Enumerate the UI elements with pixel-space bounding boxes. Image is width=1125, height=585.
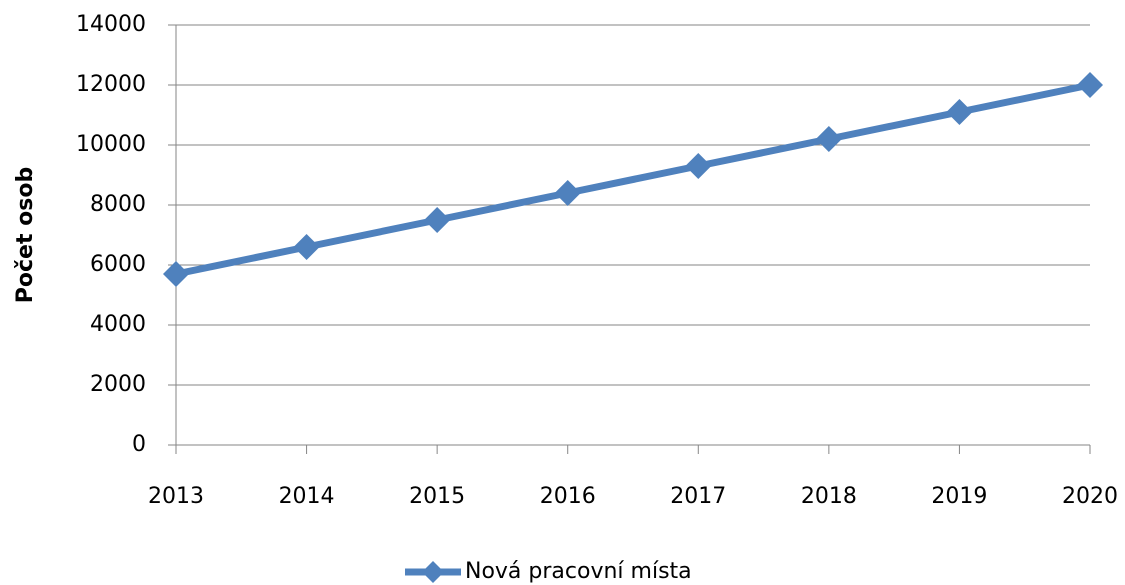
x-tick-label: 2013 xyxy=(148,484,204,509)
y-tick-label: 0 xyxy=(132,432,146,457)
y-tick-label: 6000 xyxy=(90,252,146,277)
x-tick-label: 2020 xyxy=(1062,484,1118,509)
y-axis-title: Počet osob xyxy=(13,167,38,303)
point-marker xyxy=(946,99,973,125)
point-marker xyxy=(685,153,712,179)
x-tick-label: 2019 xyxy=(931,484,987,509)
point-marker xyxy=(424,207,451,233)
x-tick-label: 2017 xyxy=(670,484,726,509)
y-tick-label: 8000 xyxy=(90,192,146,217)
legend-label: Nová pracovní místa xyxy=(465,559,692,584)
y-tick-label: 10000 xyxy=(76,132,146,157)
point-marker xyxy=(293,234,320,260)
y-tick-label: 2000 xyxy=(90,372,146,397)
y-tick-label: 14000 xyxy=(76,12,146,37)
series-line xyxy=(175,81,1091,278)
point-marker xyxy=(554,180,581,206)
point-marker xyxy=(1077,72,1103,98)
point-marker xyxy=(163,261,189,287)
x-tick-label: 2015 xyxy=(409,484,465,509)
x-tick-label: 2018 xyxy=(801,484,857,509)
x-tick-label: 2014 xyxy=(279,484,335,509)
point-marker xyxy=(815,126,842,152)
y-tick-label: 4000 xyxy=(90,312,146,337)
x-tick-label: 2016 xyxy=(540,484,596,509)
legend-marker xyxy=(422,561,444,583)
y-tick-label: 12000 xyxy=(76,72,146,97)
